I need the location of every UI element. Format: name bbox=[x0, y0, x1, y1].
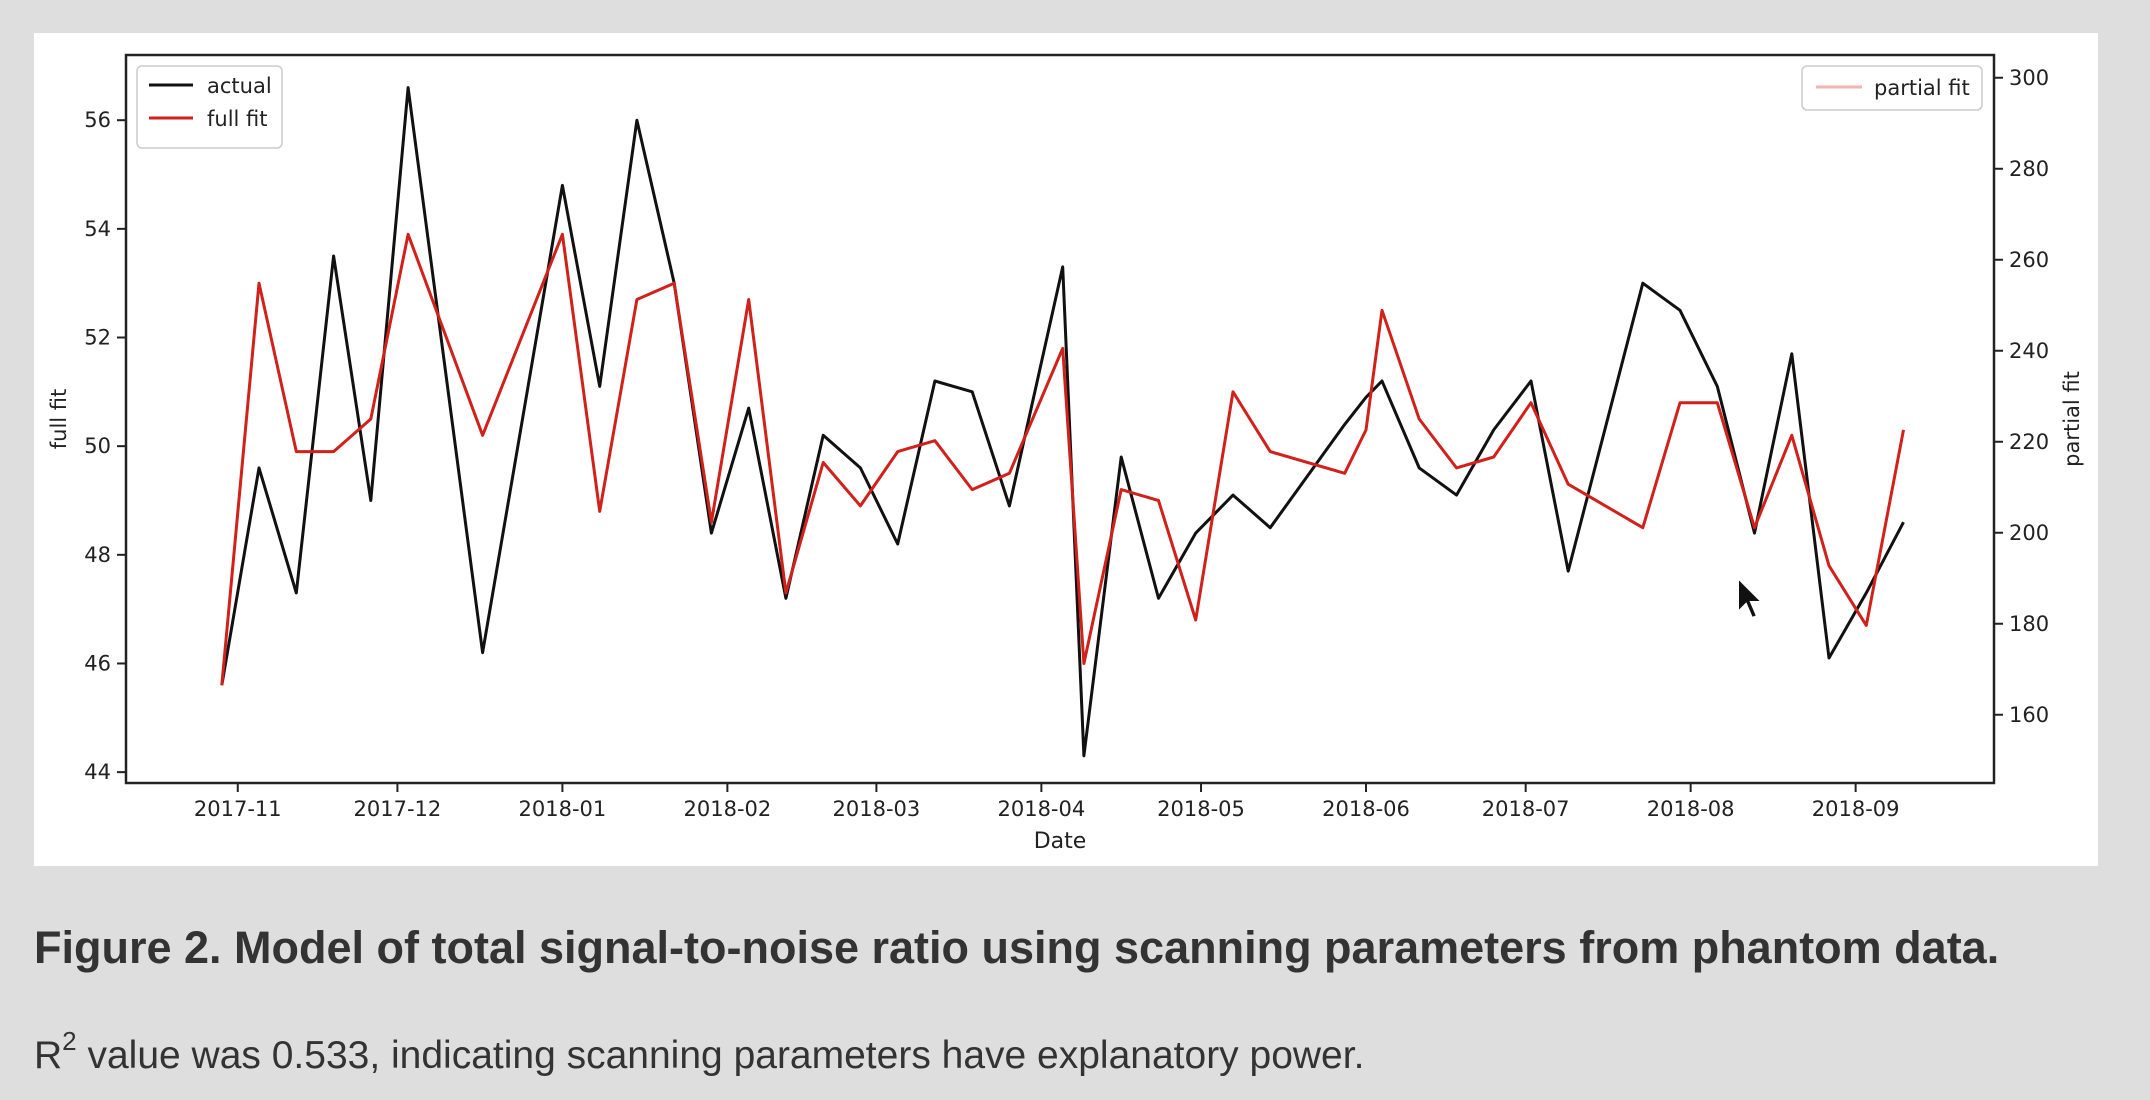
x-axis: 2017-11 2017-12 2018-01 2018-02 2018-03 2018-… bbox=[194, 783, 1900, 821]
left-y-tick-label-54: 54 bbox=[84, 217, 111, 241]
series-line-actual bbox=[220, 86, 1905, 758]
x-axis-label: Date bbox=[1034, 829, 1087, 854]
legend-label-full-fit: full fit bbox=[207, 107, 268, 131]
note-superscript: 2 bbox=[62, 1026, 77, 1056]
x-tick-label-2018-09: 2018-09 bbox=[1812, 797, 1900, 821]
x-tick-label-2018-04: 2018-04 bbox=[997, 797, 1085, 821]
left-y-axis-label: full fit bbox=[47, 389, 71, 450]
legend-right-box bbox=[1801, 65, 1983, 111]
right-y-tick-label-200: 200 bbox=[2009, 521, 2049, 545]
x-tick-label-2018-07: 2018-07 bbox=[1482, 797, 1570, 821]
line-chart: 2017-11 2017-12 2018-01 2018-02 2018-03 2018-… bbox=[47, 53, 2084, 854]
x-tick-label-2018-03: 2018-03 bbox=[833, 797, 921, 821]
left-y-tick-label-48: 48 bbox=[84, 543, 111, 567]
chart-panel: 2017-11 2017-12 2018-01 2018-02 2018-03 2018-… bbox=[34, 33, 2098, 866]
left-y-tick-label-52: 52 bbox=[84, 326, 111, 350]
left-y-tick-label-50: 50 bbox=[84, 434, 111, 458]
note-text: value was 0.533, indicating scanning par… bbox=[76, 1034, 1365, 1077]
figure-note: R2 value was 0.533, indicating scanning … bbox=[34, 1026, 1365, 1078]
x-tick-label-2017-12: 2017-12 bbox=[354, 797, 442, 821]
x-tick-label-2018-06: 2018-06 bbox=[1322, 797, 1410, 821]
mouse-pointer-icon bbox=[1737, 576, 1765, 620]
series-line-full-fit bbox=[220, 232, 1905, 686]
legend-left: actual full fit bbox=[136, 65, 283, 149]
left-y-tick-label-44: 44 bbox=[84, 760, 111, 784]
x-tick-label-2018-02: 2018-02 bbox=[684, 797, 772, 821]
right-y-tick-label-180: 180 bbox=[2009, 612, 2049, 636]
right-y-tick-label-300: 300 bbox=[2009, 66, 2049, 90]
right-y-tick-label-160: 160 bbox=[2009, 703, 2049, 727]
series-layer bbox=[220, 86, 1905, 758]
legend-label-partial-fit: partial fit bbox=[1874, 76, 1970, 100]
legend-label-actual: actual bbox=[207, 74, 272, 98]
legend-right: partial fit bbox=[1801, 65, 1983, 111]
right-y-tick-label-260: 260 bbox=[2009, 248, 2049, 272]
left-y-tick-label-46: 46 bbox=[84, 651, 111, 675]
figure-caption: Figure 2. Model of total signal-to-noise… bbox=[34, 922, 2000, 973]
right-y-axis: 160 180 200 220 240 260 280 300 bbox=[1994, 66, 2049, 727]
left-y-tick-label-56: 56 bbox=[84, 108, 111, 132]
x-tick-label-2017-11: 2017-11 bbox=[194, 797, 282, 821]
x-tick-label-2018-05: 2018-05 bbox=[1157, 797, 1245, 821]
right-y-tick-label-280: 280 bbox=[2009, 157, 2049, 181]
right-y-tick-label-240: 240 bbox=[2009, 339, 2049, 363]
plot-area-frame bbox=[124, 53, 1996, 785]
note-r: R bbox=[34, 1034, 63, 1077]
left-y-axis: 44 46 48 50 52 54 56 bbox=[84, 108, 126, 784]
x-tick-label-2018-01: 2018-01 bbox=[519, 797, 607, 821]
x-tick-label-2018-08: 2018-08 bbox=[1647, 797, 1735, 821]
right-y-tick-label-220: 220 bbox=[2009, 430, 2049, 454]
right-y-axis-label: partial fit bbox=[2060, 371, 2084, 467]
